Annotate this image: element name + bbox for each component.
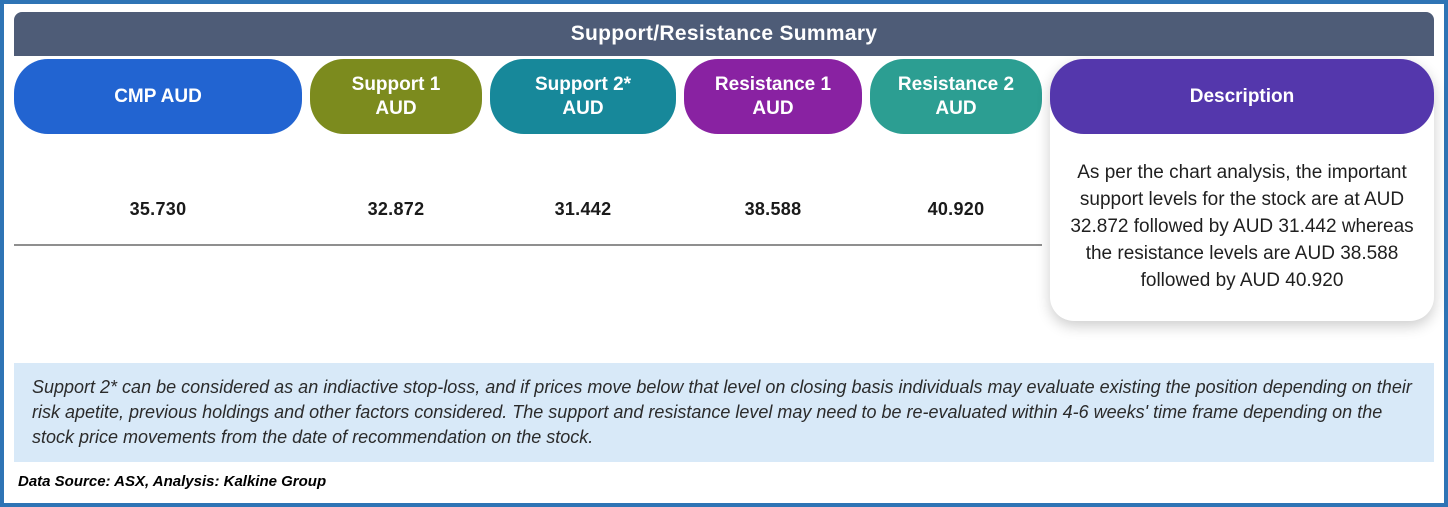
- column-header-label-description: Description: [1189, 85, 1295, 107]
- title-bar: Support/Resistance Summary: [14, 12, 1434, 56]
- value-cmp: 35.730: [129, 198, 187, 219]
- description-text: As per the chart analysis, the important…: [1070, 162, 1414, 291]
- column-header-label-support-1: Support 1 AUD: [351, 73, 441, 119]
- value-resistance-2: 40.920: [927, 198, 985, 219]
- disclaimer-note: Support 2* can be considered as an india…: [14, 363, 1434, 462]
- column-header-cmp: CMP AUD: [14, 59, 302, 134]
- column-header-support-1: Support 1 AUD: [310, 59, 482, 134]
- value-resistance-1: 38.588: [744, 198, 802, 219]
- column-header-label-support-2: Support 2* AUD: [534, 73, 632, 119]
- column-header-description: Description: [1050, 59, 1434, 134]
- value-support-1: 32.872: [367, 198, 425, 219]
- column-header-label-resistance-1: Resistance 1 AUD: [714, 73, 832, 119]
- description-body: As per the chart analysis, the important…: [1050, 134, 1434, 321]
- column-header-support-2: Support 2* AUD: [490, 59, 676, 134]
- column-header-resistance-2: Resistance 2 AUD: [870, 59, 1042, 134]
- column-header-resistance-1: Resistance 1 AUD: [684, 59, 862, 134]
- description-card: Description As per the chart analysis, t…: [1050, 59, 1434, 321]
- values-divider: [14, 244, 1042, 246]
- value-support-2: 31.442: [554, 198, 612, 219]
- column-header-label-cmp: CMP AUD: [114, 85, 202, 107]
- summary-table: CMP AUD Support 1 AUD Support 2* AUD Res…: [14, 59, 1434, 321]
- column-header-label-resistance-2: Resistance 2 AUD: [897, 73, 1015, 119]
- page-title: Support/Resistance Summary: [570, 22, 878, 45]
- data-source-note: Data Source: ASX, Analysis: Kalkine Grou…: [18, 473, 327, 490]
